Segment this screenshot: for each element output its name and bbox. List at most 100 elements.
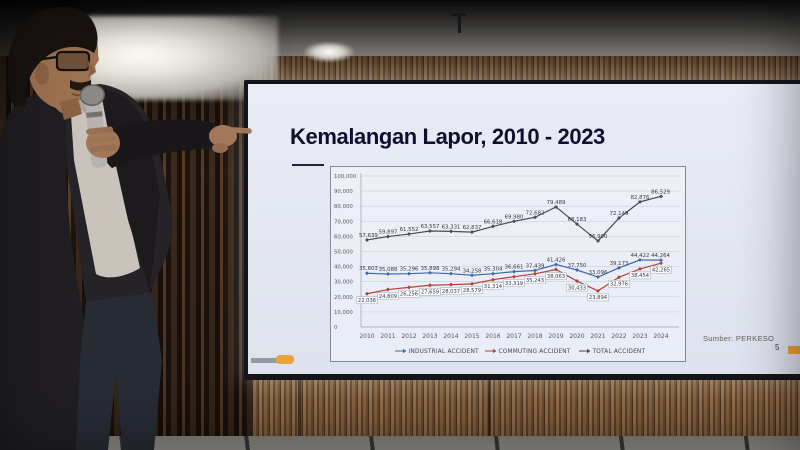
svg-text:90,000: 90,000 <box>334 189 353 195</box>
svg-text:2016: 2016 <box>485 333 500 340</box>
chart-frame: 0 10,000 20,000 30,000 40,000 50,000 60,000 70,… <box>330 166 686 362</box>
svg-text:35,294: 35,294 <box>442 267 461 273</box>
svg-text:41,426: 41,426 <box>547 257 566 263</box>
svg-text:2020: 2020 <box>569 333 584 340</box>
svg-text:33,096: 33,096 <box>589 270 608 276</box>
svg-text:33,319: 33,319 <box>505 281 523 287</box>
slide-title: Kemalangan Lapor, 2010 - 2023 <box>290 124 605 149</box>
svg-text:34,258: 34,258 <box>463 268 482 274</box>
svg-text:35,603: 35,603 <box>359 266 378 272</box>
svg-text:44,422: 44,422 <box>631 253 650 259</box>
pointing-arm <box>102 119 215 168</box>
accident-line-chart: 0 10,000 20,000 30,000 40,000 50,000 60,000 70,… <box>334 173 679 355</box>
source-label: Sumber: PERKESO <box>703 334 775 343</box>
title-underline <box>292 164 324 166</box>
svg-text:2012: 2012 <box>401 333 416 340</box>
svg-text:32,976: 32,976 <box>610 282 628 288</box>
presenter <box>0 6 252 450</box>
svg-text:79,489: 79,489 <box>547 200 566 206</box>
svg-text:60,000: 60,000 <box>334 234 353 240</box>
svg-text:38,063: 38,063 <box>547 274 565 280</box>
svg-text:26,256: 26,256 <box>400 292 418 298</box>
svg-text:35,304: 35,304 <box>484 267 503 273</box>
svg-text:80,000: 80,000 <box>334 204 353 210</box>
svg-text:39,173: 39,173 <box>610 261 629 267</box>
slide: Kemalangan Lapor, 2010 - 2023 0 10,000 20,… <box>248 84 800 374</box>
svg-text:86,529: 86,529 <box>651 189 670 195</box>
svg-text:2022: 2022 <box>611 333 626 340</box>
ceiling-light <box>304 42 354 62</box>
svg-text:28,037: 28,037 <box>442 289 460 295</box>
neck <box>60 98 82 120</box>
svg-text:35,898: 35,898 <box>421 266 440 272</box>
svg-text:70,000: 70,000 <box>334 219 353 225</box>
svg-text:42,265: 42,265 <box>652 267 670 273</box>
svg-text:31,314: 31,314 <box>484 284 503 290</box>
svg-text:2018: 2018 <box>527 333 542 340</box>
svg-text:61,552: 61,552 <box>400 227 419 233</box>
svg-text:56,990: 56,990 <box>589 234 608 240</box>
svg-text:37,439: 37,439 <box>526 263 545 269</box>
svg-text:COMMUTING ACCIDENT: COMMUTING ACCIDENT <box>499 349 571 355</box>
svg-text:30,000: 30,000 <box>334 280 353 286</box>
svg-text:28,579: 28,579 <box>463 288 481 294</box>
svg-text:68,183: 68,183 <box>568 217 587 223</box>
ceiling-sprinkler-cap <box>452 13 466 16</box>
page-number: 5 <box>775 343 780 352</box>
microphone-hand <box>86 126 120 158</box>
footer-bar-gray <box>251 358 277 363</box>
accent-bar <box>788 346 800 354</box>
svg-text:63,557: 63,557 <box>421 224 440 230</box>
svg-text:72,149: 72,149 <box>610 211 629 217</box>
wall-seam <box>488 378 491 438</box>
shirt <box>70 88 140 278</box>
pointing-hand <box>209 125 252 153</box>
blazer-back <box>0 86 90 450</box>
svg-text:38,454: 38,454 <box>631 273 650 279</box>
svg-text:44,264: 44,264 <box>651 253 670 259</box>
svg-text:2013: 2013 <box>422 333 437 340</box>
svg-text:10,000: 10,000 <box>334 310 353 316</box>
svg-text:20,000: 20,000 <box>334 295 353 301</box>
svg-text:69,980: 69,980 <box>505 214 524 220</box>
svg-text:37,750: 37,750 <box>568 263 587 269</box>
svg-text:27,659: 27,659 <box>421 290 439 296</box>
svg-text:2010: 2010 <box>359 333 374 340</box>
svg-text:2023: 2023 <box>632 333 647 340</box>
svg-text:2014: 2014 <box>443 333 458 340</box>
svg-text:72,682: 72,682 <box>526 210 545 216</box>
svg-text:0: 0 <box>334 325 338 331</box>
wall-seam <box>298 378 301 438</box>
svg-text:59,897: 59,897 <box>379 230 398 236</box>
svg-text:TOTAL ACCIDENT: TOTAL ACCIDENT <box>592 349 646 355</box>
projection-screen: Kemalangan Lapor, 2010 - 2023 0 10,000 20,… <box>244 80 800 380</box>
svg-text:30,433: 30,433 <box>568 285 586 291</box>
svg-text:63,331: 63,331 <box>442 224 461 230</box>
svg-text:82,876: 82,876 <box>631 195 650 201</box>
svg-text:35,088: 35,088 <box>379 267 398 273</box>
svg-text:2017: 2017 <box>506 333 521 340</box>
svg-text:36,661: 36,661 <box>505 265 524 271</box>
svg-text:35,296: 35,296 <box>400 267 419 273</box>
hair <box>7 6 98 107</box>
carpet-floor <box>0 436 800 450</box>
jeans <box>76 292 162 450</box>
svg-text:2024: 2024 <box>653 333 668 340</box>
svg-text:2021: 2021 <box>590 333 605 340</box>
ear-shadow <box>35 63 49 85</box>
svg-text:35,243: 35,243 <box>526 278 544 284</box>
svg-text:2011: 2011 <box>380 333 395 340</box>
footer-bar-orange <box>276 355 294 364</box>
nose-shadow <box>88 60 96 77</box>
svg-text:23,894: 23,894 <box>589 295 608 301</box>
svg-text:66,618: 66,618 <box>484 219 503 225</box>
svg-text:50,000: 50,000 <box>334 250 353 256</box>
svg-text:62,837: 62,837 <box>463 225 482 231</box>
svg-text:22,036: 22,036 <box>358 298 376 304</box>
svg-text:INDUSTRIAL ACCIDENT: INDUSTRIAL ACCIDENT <box>409 349 479 355</box>
svg-text:24,809: 24,809 <box>379 294 397 300</box>
svg-text:40,000: 40,000 <box>334 265 353 271</box>
ceiling-sprinkler <box>458 15 461 33</box>
svg-text:2015: 2015 <box>464 333 479 340</box>
